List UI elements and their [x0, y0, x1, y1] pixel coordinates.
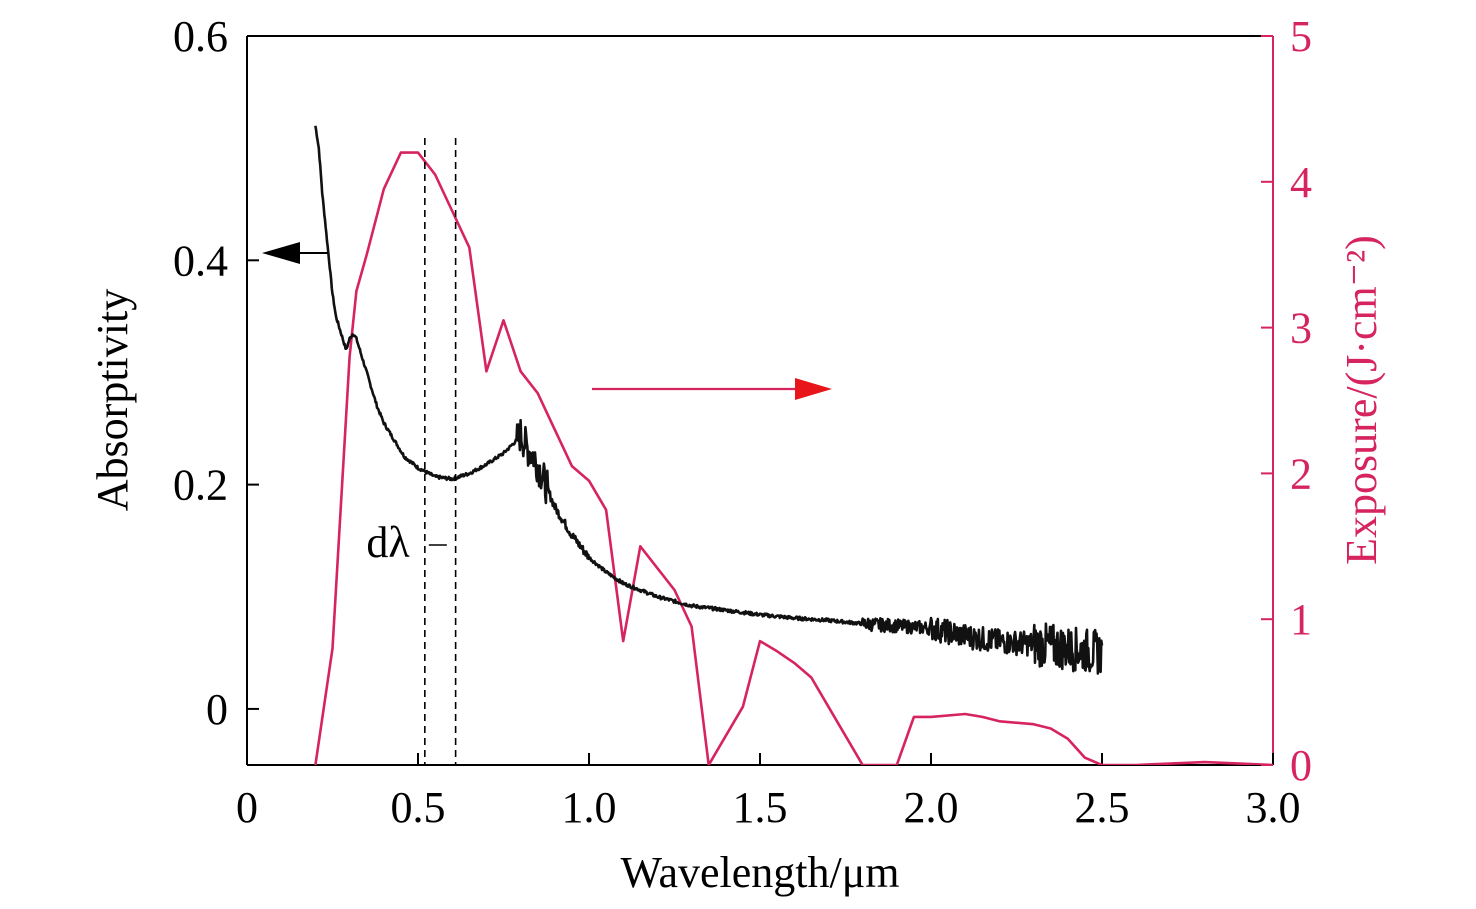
bandwidth-label: dλ	[366, 518, 410, 567]
y-right-axis-ticks: 0 1 2 3 4 5	[1261, 12, 1312, 790]
bandwidth-annotation: dλ	[366, 138, 457, 765]
y-left-axis-ticks: 0 0.2 0.4 0.6	[173, 12, 259, 734]
x-tick-label: 2.0	[904, 783, 959, 832]
y-right-tick-label: 2	[1290, 449, 1312, 498]
left-axis-arrow	[262, 242, 328, 264]
x-axis-title: Wavelength/μm	[620, 848, 899, 897]
x-tick-label: 1.5	[733, 783, 788, 832]
y-right-axis-title: Exposure/(J·cm⁻²)	[1337, 235, 1386, 565]
x-tick-label: 2.5	[1075, 783, 1130, 832]
y-left-axis-title: Absorptivity	[88, 289, 137, 511]
right-axis-arrow	[592, 378, 832, 400]
y-right-tick-label: 5	[1290, 12, 1312, 61]
y-right-tick-label: 3	[1290, 304, 1312, 353]
x-tick-label: 0	[236, 783, 258, 832]
y-left-tick-label: 0.2	[173, 461, 228, 510]
x-tick-label: 3.0	[1246, 783, 1301, 832]
x-axis-ticks: 0 0.5 1.0 1.5 2.0 2.5 3.0	[236, 753, 1301, 832]
y-right-tick-label: 4	[1290, 158, 1312, 207]
y-left-tick-label: 0.6	[173, 12, 228, 61]
plot-frame	[246, 35, 1274, 766]
y-right-tick-label: 1	[1290, 595, 1312, 644]
y-right-tick-label: 0	[1290, 741, 1312, 790]
x-tick-label: 0.5	[391, 783, 446, 832]
x-tick-label: 1.0	[562, 783, 617, 832]
absorptivity-series-line	[314, 125, 1104, 675]
exposure-series-line	[314, 151, 1273, 765]
y-left-tick-label: 0.4	[173, 236, 228, 285]
y-left-tick-label: 0	[206, 685, 228, 734]
